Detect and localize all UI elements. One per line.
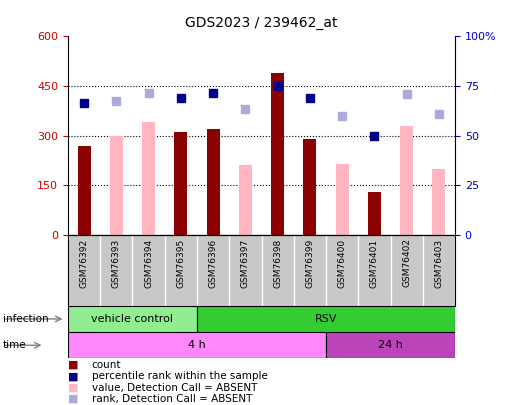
Text: RSV: RSV <box>315 314 337 324</box>
Text: time: time <box>3 340 26 350</box>
Bar <box>303 139 316 235</box>
Text: ■: ■ <box>68 371 78 381</box>
Text: value, Detection Call = ABSENT: value, Detection Call = ABSENT <box>92 383 257 392</box>
Text: GSM76402: GSM76402 <box>402 239 411 288</box>
Bar <box>78 145 90 235</box>
Text: rank, Detection Call = ABSENT: rank, Detection Call = ABSENT <box>92 394 252 404</box>
Bar <box>326 332 455 358</box>
Bar <box>142 122 155 235</box>
Text: GSM76401: GSM76401 <box>370 239 379 288</box>
Text: GSM76393: GSM76393 <box>112 239 121 288</box>
Text: ■: ■ <box>68 383 78 392</box>
Bar <box>336 164 348 235</box>
Text: GSM76398: GSM76398 <box>273 239 282 288</box>
Text: GDS2023 / 239462_at: GDS2023 / 239462_at <box>185 16 338 30</box>
Bar <box>68 306 197 332</box>
Text: GSM76400: GSM76400 <box>338 239 347 288</box>
Text: vehicle control: vehicle control <box>92 314 174 324</box>
Text: GSM76399: GSM76399 <box>305 239 314 288</box>
Bar <box>239 165 252 235</box>
Bar <box>68 332 326 358</box>
Text: percentile rank within the sample: percentile rank within the sample <box>92 371 267 381</box>
Bar <box>433 169 445 235</box>
Bar <box>207 129 220 235</box>
Text: GSM76394: GSM76394 <box>144 239 153 288</box>
Bar <box>368 192 381 235</box>
Bar <box>400 126 413 235</box>
Text: GSM76397: GSM76397 <box>241 239 250 288</box>
Bar <box>197 306 455 332</box>
Bar <box>271 73 284 235</box>
Text: infection: infection <box>3 314 48 324</box>
Text: GSM76392: GSM76392 <box>79 239 88 288</box>
Bar <box>110 136 123 235</box>
Text: ■: ■ <box>68 360 78 370</box>
Text: 4 h: 4 h <box>188 340 206 350</box>
Text: 24 h: 24 h <box>378 340 403 350</box>
Text: count: count <box>92 360 121 370</box>
Bar <box>175 132 187 235</box>
Text: ■: ■ <box>68 394 78 404</box>
Text: GSM76396: GSM76396 <box>209 239 218 288</box>
Text: GSM76403: GSM76403 <box>435 239 444 288</box>
Text: GSM76395: GSM76395 <box>176 239 185 288</box>
